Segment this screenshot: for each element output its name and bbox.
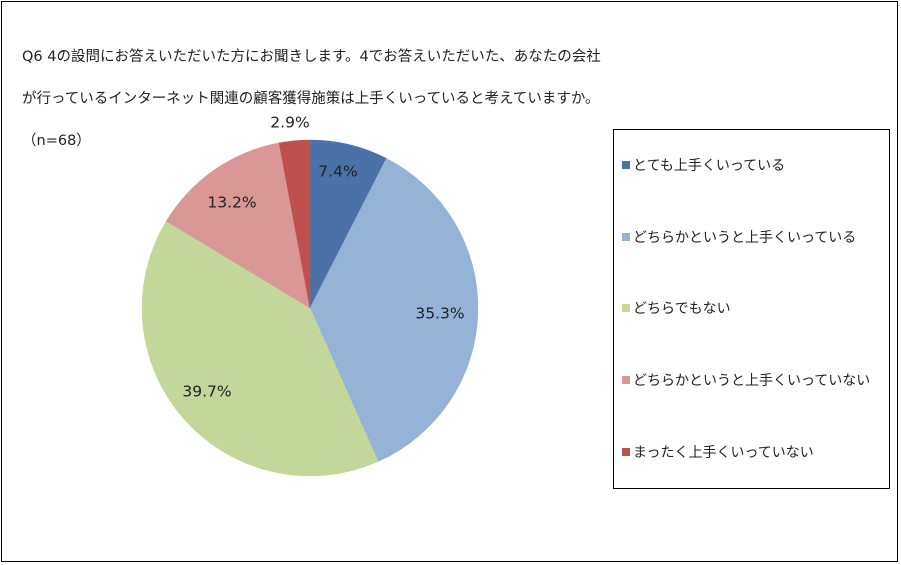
legend-label-3: どちらでもない (633, 301, 731, 317)
legend-label-5: まったく上手くいっていない (633, 445, 814, 461)
pie-slice-3 (141, 220, 379, 477)
legend-swatch-4 (622, 376, 630, 384)
legend-item-3: どちらでもない (622, 298, 731, 318)
data-label-2: 35.3% (415, 305, 464, 323)
legend-item-2: どちらかというと上手くいっている (622, 227, 856, 247)
data-label-3: 39.7% (182, 383, 231, 401)
title-line-3: （n=68） (22, 133, 91, 149)
pie-slice-5 (278, 139, 311, 309)
legend-swatch-1 (622, 161, 630, 169)
legend-item-5: まったく上手くいっていない (622, 442, 814, 462)
data-label-1: 7.4% (318, 163, 357, 181)
legend-label-1: とても上手くいっている (633, 158, 786, 174)
legend-item-4: どちらかというと上手くいっていない (622, 370, 870, 390)
legend-label-4: どちらかというと上手くいっていない (633, 373, 871, 389)
chart-title: Q6 4の設問にお答えいただいた方にお聞きします。4でお答えいただいた、あなたの… (22, 26, 782, 173)
title-line-1: Q6 4の設問にお答えいただいた方にお聞きします。4でお答えいただいた、あなたの… (22, 49, 601, 65)
legend: とても上手くいっているどちらかというと上手くいっている どちらでもないどちらかとい… (613, 129, 890, 489)
legend-swatch-2 (622, 233, 630, 241)
data-label-4: 13.2% (207, 194, 256, 212)
legend-swatch-3 (622, 304, 630, 312)
legend-label-2: どちらかというと上手くいっている (633, 230, 857, 246)
pie-slice-2 (309, 158, 479, 462)
legend-swatch-5 (622, 448, 630, 456)
pie-slice-4 (165, 142, 311, 309)
legend-item-1: とても上手くいっている (622, 155, 785, 175)
title-line-2: が行っているインターネット関連の顧客獲得施策は上手くいっていると考えていますか。 (22, 91, 600, 107)
data-label-5: 2.9% (270, 114, 309, 132)
